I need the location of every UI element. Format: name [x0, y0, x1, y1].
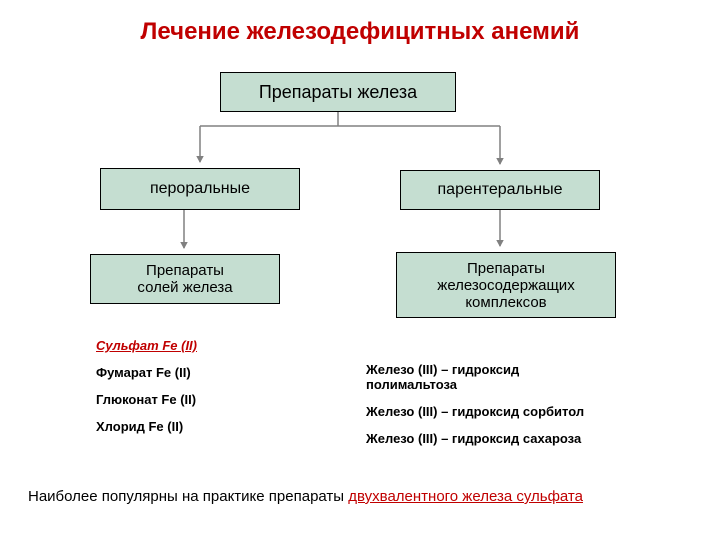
box-oral-label: пероральные	[150, 180, 250, 198]
left-list-item: Хлорид Fe (II)	[96, 419, 197, 434]
right-list-item: Железо (III) – гидроксид сорбитол	[366, 404, 584, 419]
box-root: Препараты железа	[220, 72, 456, 112]
box-complex-label: Препараты железосодержащих комплексов	[437, 260, 574, 311]
right-list-item: Железо (III) – гидроксид полимальтоза	[366, 362, 584, 392]
box-oral: пероральные	[100, 168, 300, 210]
box-root-label: Препараты железа	[259, 82, 417, 103]
slide: Лечение железодефицитных анемий Препарат…	[0, 0, 720, 540]
right-list: Железо (III) – гидроксид полимальтоза Жел…	[366, 362, 584, 458]
footer-note: Наиболее популярны на практике препараты…	[28, 488, 583, 505]
box-parenteral: парентеральные	[400, 170, 600, 210]
box-complex: Препараты железосодержащих комплексов	[396, 252, 616, 318]
footer-part: Наиболее популярны на практике препараты	[28, 488, 348, 505]
left-list-item: Сульфат Fe (II)	[96, 338, 197, 353]
box-salts: Препараты солей железа	[90, 254, 280, 304]
box-parenteral-label: парентеральные	[438, 181, 563, 199]
footer-part: двухвалентного железа сульфата	[348, 488, 583, 505]
left-list: Сульфат Fe (II) Фумарат Fe (II) Глюконат F…	[96, 338, 197, 446]
left-list-item: Фумарат Fe (II)	[96, 365, 197, 380]
left-list-item: Глюконат Fe (II)	[96, 392, 197, 407]
right-list-item: Железо (III) – гидроксид сахароза	[366, 431, 584, 446]
box-salts-label: Препараты солей железа	[137, 262, 232, 296]
